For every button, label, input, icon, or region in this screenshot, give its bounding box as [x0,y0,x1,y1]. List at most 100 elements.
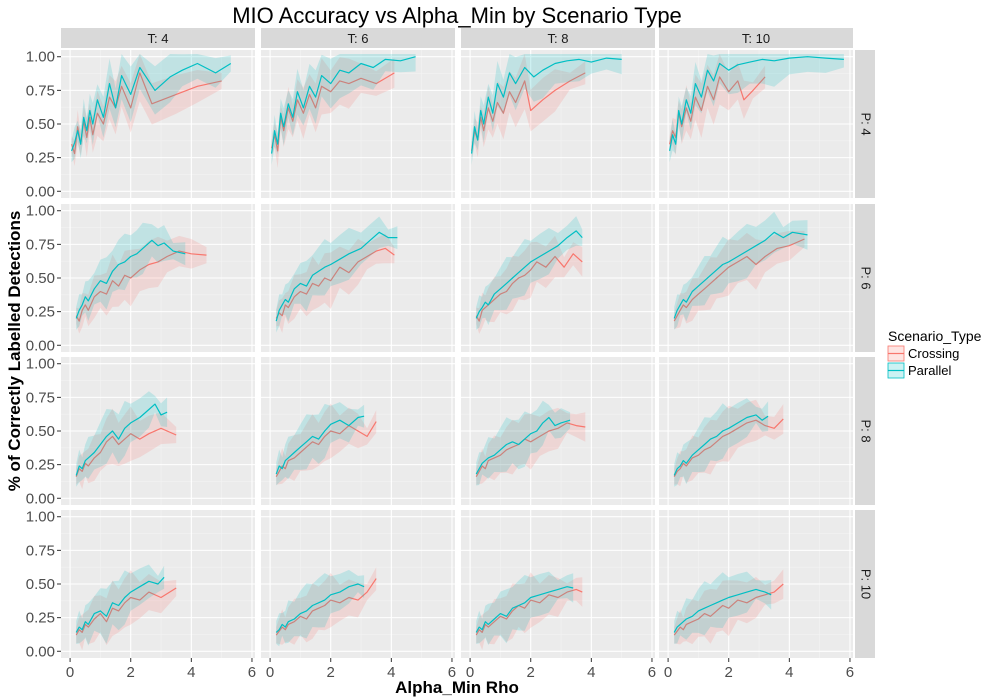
series-line-parallel [673,588,772,633]
legend-key-border [887,345,905,362]
panel-series-group [475,216,583,334]
y-tick-label: 0.50 [26,423,55,440]
x-tick-label: 4 [387,664,395,681]
series-line-parallel [673,231,808,319]
panel-series-group [673,398,784,487]
x-tick-label: 0 [66,664,74,681]
legend-key-border [887,362,905,379]
panel-series-group [275,216,398,333]
series-line-parallel [75,239,186,319]
series-line-parallel [673,414,769,476]
series-ribbon-parallel [76,222,186,330]
panel-series-group [275,567,377,647]
series-ribbon-crossing [71,54,222,166]
chart-title: MIO Accuracy vs Alpha_Min by Scenario Ty… [232,3,682,28]
y-tick-label: 0.00 [26,183,55,200]
series-line-parallel [75,403,168,476]
series-ribbon-crossing [476,235,583,334]
y-tick-label: 0.25 [26,304,55,321]
series-line-crossing [475,253,583,322]
facet-strip-column [261,28,455,48]
series-ribbon-parallel [674,571,772,644]
facet-panel [659,50,853,198]
y-tick-label: 0.75 [26,542,55,559]
series-line-parallel [275,415,365,475]
facet-panel [659,204,853,352]
panel-series-group [75,222,207,334]
series-ribbon-parallel [276,402,365,486]
facet-panel [461,50,655,198]
facet-panel [461,357,655,505]
series-line-parallel [71,62,232,152]
panel-series-group [71,54,232,166]
series-ribbon-parallel [276,569,365,647]
y-axis-title: % of Correctly Labelled Detections [5,211,24,492]
series-ribbon-crossing [76,570,177,651]
x-axis-title: Alpha_Min Rho [395,678,519,697]
facet-strip-label: T: 6 [348,31,369,46]
series-line-parallel [669,56,844,152]
series-line-parallel [475,230,583,319]
facet-strip-row [855,510,875,658]
facet-strip-label: T: 8 [548,31,569,46]
y-tick-label: 0.75 [26,82,55,99]
x-tick-label: 4 [587,664,595,681]
series-ribbon-parallel [674,398,769,487]
y-tick-label: 1.00 [26,49,55,66]
x-tick-label: 2 [725,664,733,681]
facet-strip-row [855,357,875,505]
series-line-crossing [275,421,377,477]
x-tick-label: 2 [527,664,535,681]
facet-strip-label: P: 10 [859,569,874,599]
series-ribbon-parallel [471,54,622,165]
x-tick-label: 2 [127,664,135,681]
facet-strip-label: P: 8 [859,419,874,442]
panel-series-group [75,564,177,651]
series-ribbon-crossing [271,57,395,169]
series-ribbon-parallel [476,400,571,486]
series-ribbon-parallel [476,571,574,645]
series-ribbon-parallel [271,54,416,165]
facet-strip-label: P: 6 [859,266,874,289]
facet-panel [659,510,853,658]
facet-panel [61,357,255,505]
facet-panel [659,357,853,505]
facet-strip-label: P: 4 [859,112,874,135]
series-ribbon-parallel [276,216,398,333]
panel-series-group [673,569,784,645]
y-tick-label: 0.25 [26,457,55,474]
facet-grid: T: 4 T: 6 T: 8 T: 10 P: 4 P: 6 P: 8 P: 10 0.00 0.… [26,28,875,681]
series-line-crossing [275,578,377,636]
series-line-parallel [271,56,416,154]
series-ribbon-crossing [674,230,805,330]
series-line-crossing [475,588,583,636]
x-tick-label: 0 [266,664,274,681]
legend: Scenario_Type Crossing Parallel [887,328,982,379]
series-ribbon-parallel [71,54,231,163]
facet-strip-label: T: 10 [742,31,770,46]
y-tick-label: 0.50 [26,576,55,593]
x-tick-label: 6 [648,664,656,681]
y-tick-label: 0.50 [26,270,55,287]
series-line-crossing [75,587,177,636]
x-tick-label: 4 [187,664,195,681]
series-ribbon-parallel [76,391,168,487]
series-line-crossing [75,250,207,322]
series-line-parallel [275,231,398,322]
facet-strip-row [855,50,875,198]
series-ribbon-crossing [76,406,177,490]
panel-series-group [75,391,177,490]
panel-series-group [275,402,377,486]
legend-label-parallel: Parallel [908,363,951,378]
series-line-parallel [471,57,622,154]
panel-series-group [673,211,808,330]
y-tick-label: 0.00 [26,337,55,354]
x-tick-label: 6 [248,664,256,681]
series-line-crossing [75,427,177,477]
series-line-parallel [275,583,365,633]
y-tick-label: 0.50 [26,116,55,133]
series-line-crossing [673,583,784,636]
y-tick-label: 1.00 [26,509,55,526]
series-line-crossing [475,422,586,477]
